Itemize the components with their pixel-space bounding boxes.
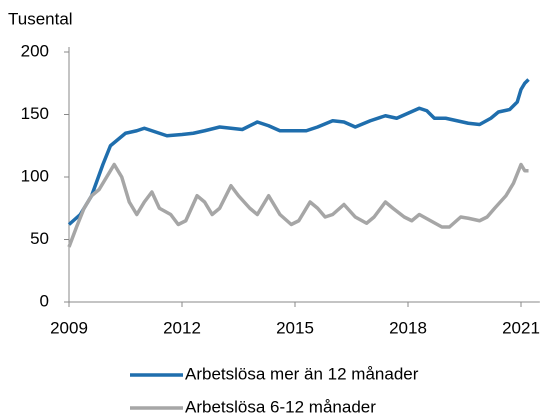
x-tick-label: 2009 [50,318,88,337]
x-tick-label: 2018 [389,318,427,337]
x-tick-label: 2012 [163,318,201,337]
y-tick-label: 200 [21,41,49,60]
series-line [67,78,530,226]
legend-label: Arbetslösa mer än 12 månader [185,364,419,383]
series-line [67,162,529,248]
x-tick-label: 2015 [276,318,314,337]
y-tick-label: 0 [40,291,49,310]
y-tick-label: 100 [21,166,49,185]
y-tick-label: 50 [30,229,49,248]
legend-label: Arbetslösa 6-12 månader [185,397,376,416]
y-tick-label: 150 [21,104,49,123]
x-tick-label: 2021 [502,318,540,337]
y-axis-label: Tusental [8,9,73,28]
